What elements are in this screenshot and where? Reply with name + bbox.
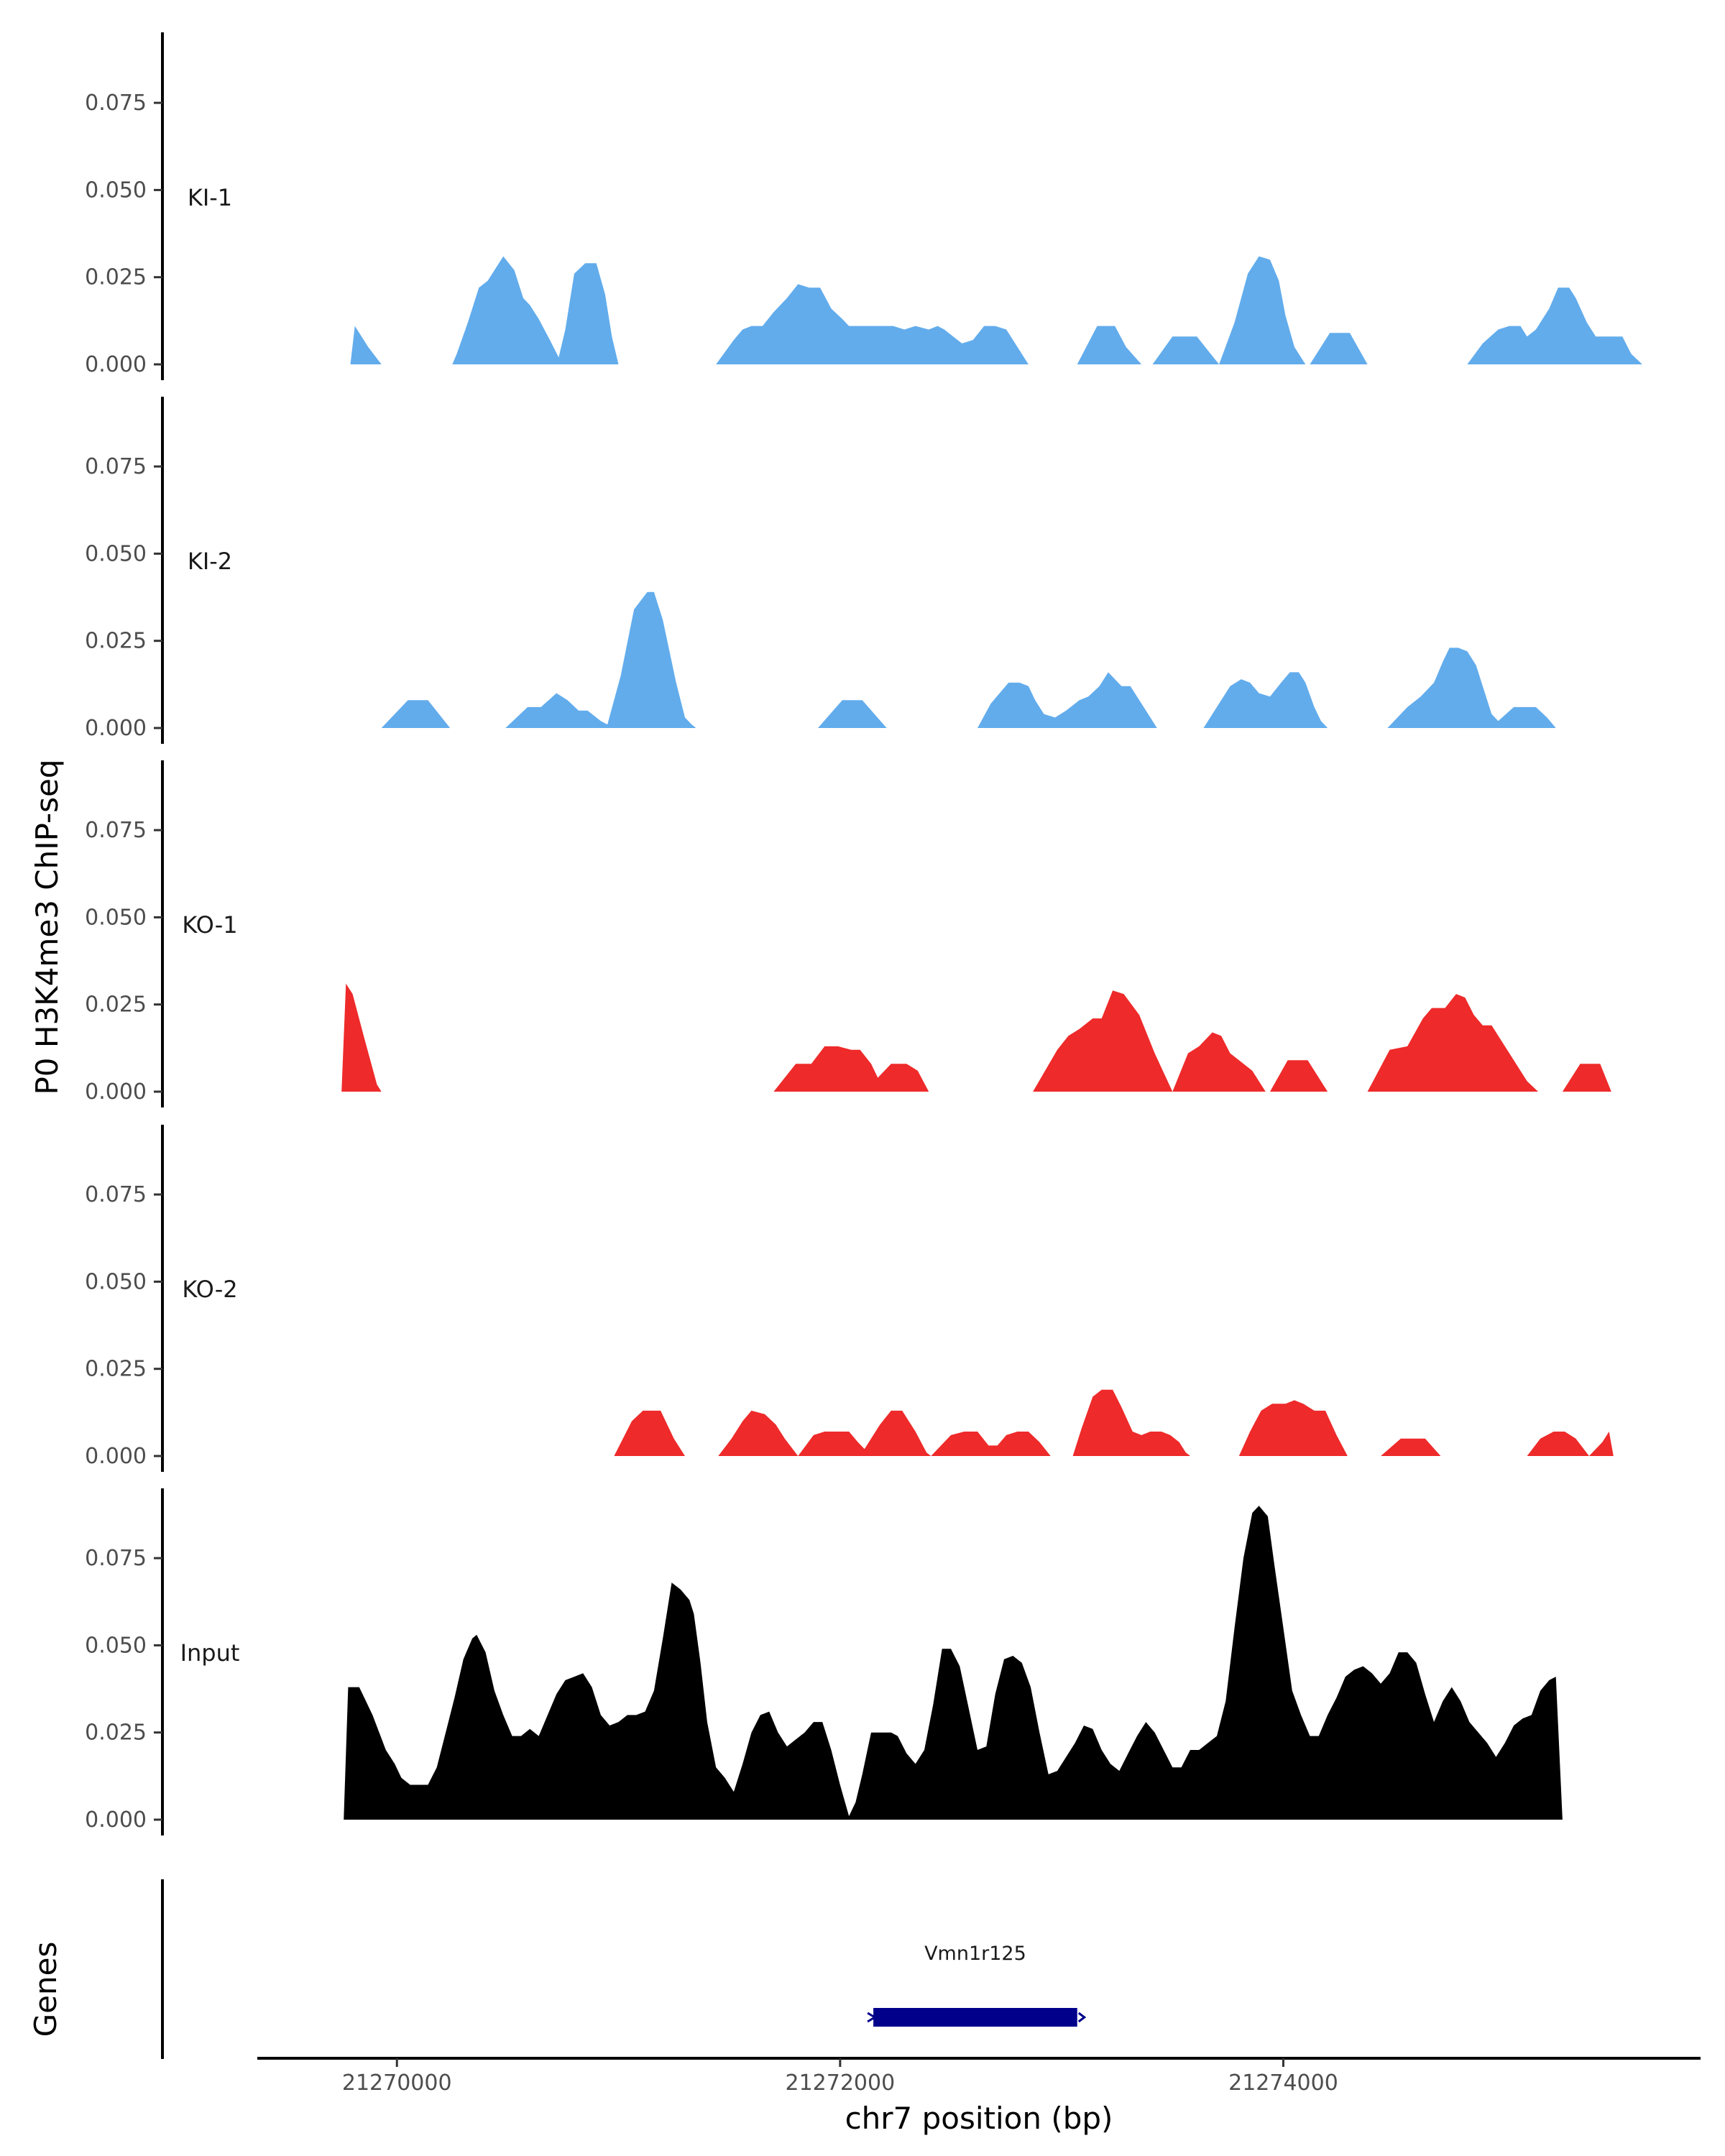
signal-area <box>1077 326 1142 364</box>
x-axis: 21270000 21272000 21274000 <box>257 2057 1701 2096</box>
y-tick-label: 0.050 <box>85 1633 147 1658</box>
y-tick-label: 0.050 <box>85 1269 147 1294</box>
signal-area <box>718 1410 1051 1456</box>
track-panel-ko-2: 0.000 0.025 0.050 0.075 KO-2 <box>85 1125 1614 1472</box>
y-axis-title: P0 H3K4me3 ChIP-seq <box>29 759 65 1095</box>
signal-area <box>614 1410 685 1456</box>
y-tick-label: 0.000 <box>85 1444 147 1469</box>
y-tick-label: 0.050 <box>85 905 147 930</box>
y-tick-label: 0.000 <box>85 1807 147 1833</box>
signal-area <box>1033 990 1266 1092</box>
genes-axis-title: Genes <box>28 1942 63 2037</box>
track-label: Input <box>180 1639 240 1667</box>
signal-area <box>818 700 887 728</box>
track-label: KO-1 <box>182 911 237 939</box>
track-label: KI-1 <box>188 184 232 211</box>
y-tick-label: 0.075 <box>85 1546 147 1571</box>
signal-area <box>1381 1438 1441 1456</box>
signal-area <box>1310 333 1368 364</box>
signal-area <box>1527 1432 1614 1456</box>
y-tick-label: 0.000 <box>85 352 147 377</box>
track-panel-input: 0.000 0.025 0.050 0.075 Input <box>85 1488 1563 1835</box>
y-tick-label: 0.075 <box>85 818 147 843</box>
track-label: KI-2 <box>188 548 232 575</box>
y-tick-label: 0.050 <box>85 178 147 203</box>
track-label: KO-2 <box>182 1276 237 1303</box>
signal-panels: 0.0000.0250.0500.075KI-10.0000.0250.0500… <box>85 32 1642 1835</box>
signal-area <box>1270 1060 1328 1092</box>
signal-area <box>452 256 619 364</box>
y-tick-label: 0.000 <box>85 716 147 741</box>
signal-area <box>773 1046 929 1092</box>
track-panel-ki-1: 0.000 0.025 0.050 0.075 KI-1 <box>85 32 1642 380</box>
y-tick-label: 0.025 <box>85 1720 147 1746</box>
genes-panel: Vmn1r125 <box>161 1879 1087 2059</box>
track-panel-ki-2: 0.000 0.025 0.050 0.075 KI-2 <box>85 397 1556 744</box>
strand-arrow-icon <box>867 2012 878 2023</box>
x-tick-label: 21270000 <box>342 2070 452 2096</box>
signal-area <box>716 284 1029 364</box>
signal-area <box>381 700 451 728</box>
signal-area <box>1387 648 1556 728</box>
signal-area <box>505 591 696 728</box>
signal-area <box>1367 994 1538 1092</box>
signal-area <box>1072 1389 1190 1456</box>
signal-area <box>1467 287 1642 364</box>
y-tick-label: 0.025 <box>85 629 147 654</box>
signal-area <box>978 672 1157 728</box>
signal-area <box>350 326 382 364</box>
gene-label: Vmn1r125 <box>924 1943 1026 1965</box>
x-axis-title: chr7 position (bp) <box>845 2101 1113 2136</box>
signal-area <box>344 1506 1563 1820</box>
signal-area <box>1203 672 1328 728</box>
y-tick-label: 0.075 <box>85 454 147 479</box>
signal-area <box>341 983 382 1092</box>
y-tick-label: 0.025 <box>85 992 147 1018</box>
y-tick-label: 0.025 <box>85 265 147 290</box>
signal-area <box>1238 1400 1348 1456</box>
x-tick-label: 21274000 <box>1228 2070 1338 2096</box>
y-tick-label: 0.050 <box>85 541 147 566</box>
signal-area <box>1562 1064 1611 1092</box>
track-panel-ko-1: 0.000 0.025 0.050 0.075 KO-1 <box>85 760 1611 1107</box>
y-tick-label: 0.025 <box>85 1357 147 1382</box>
x-tick-label: 21272000 <box>785 2070 895 2096</box>
y-tick-label: 0.075 <box>85 1182 147 1207</box>
y-tick-label: 0.000 <box>85 1079 147 1105</box>
y-tick-label: 0.075 <box>85 91 147 116</box>
gene-body <box>873 2008 1077 2027</box>
signal-area <box>1152 256 1306 364</box>
strand-arrow-icon <box>1077 2012 1087 2023</box>
